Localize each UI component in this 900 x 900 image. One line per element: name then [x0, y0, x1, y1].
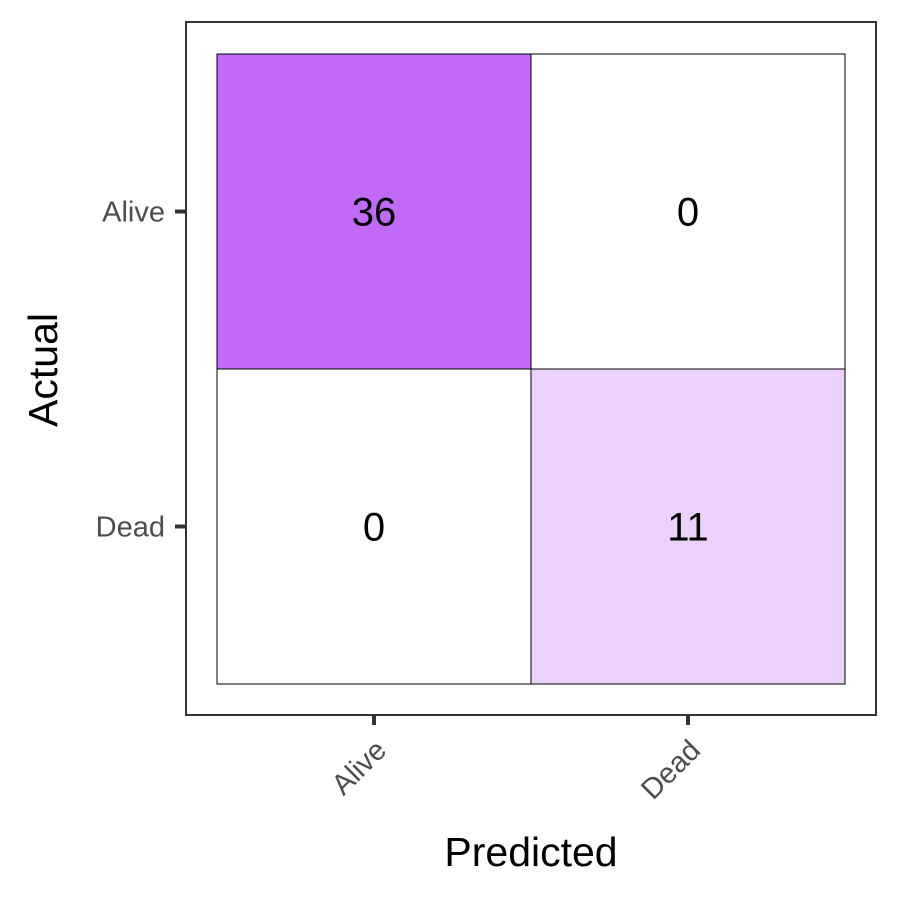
y-tick-label: Alive: [102, 197, 165, 229]
heatmap-cell-dead-alive: [216, 368, 532, 685]
panel-border: [185, 21, 877, 716]
x-tick-label: Alive: [326, 734, 393, 801]
y-tick-label: Dead: [96, 512, 165, 544]
heatmap-cell-dead-dead: [530, 368, 846, 685]
cell-value-label: 0: [363, 506, 385, 550]
y-axis-title: Actual: [20, 313, 66, 427]
heatmap-cells: 36 0 0 11: [216, 53, 846, 685]
x-tick-label: Dead: [635, 734, 707, 806]
cell-value-label: 0: [677, 191, 699, 235]
heatmap-cell-alive-dead: [530, 53, 846, 370]
cell-value-label: 11: [667, 506, 709, 550]
x-axis-title: Predicted: [444, 829, 617, 875]
cell-value-label: 36: [352, 191, 397, 235]
heatmap-cell-alive-alive: [216, 53, 532, 370]
